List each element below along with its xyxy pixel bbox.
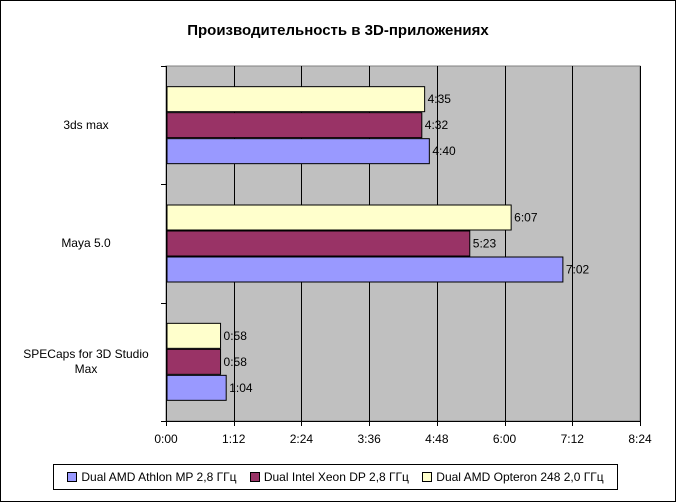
legend-label: Dual AMD Opteron 248 2,0 ГГц — [436, 470, 604, 484]
x-tick-label: 2:24 — [289, 432, 314, 446]
data-label: 0:58 — [224, 355, 248, 369]
data-label: 0:58 — [224, 329, 248, 343]
data-label: 4:32 — [425, 118, 449, 132]
x-tick-label: 4:48 — [425, 432, 449, 446]
bar — [166, 204, 512, 231]
legend-label: Dual Intel Xeon DP 2,8 ГГц — [263, 470, 409, 484]
data-label: 4:40 — [432, 144, 456, 158]
x-tick-label: 3:36 — [357, 432, 381, 446]
category-label: 3ds max — [63, 117, 109, 132]
legend-swatch — [249, 472, 260, 482]
legend-swatch — [422, 472, 433, 482]
x-tick-label: 8:24 — [628, 432, 652, 446]
legend-item: Dual AMD Opteron 248 2,0 ГГц — [422, 470, 604, 484]
data-label: 6:07 — [514, 211, 538, 225]
x-tick-label: 6:00 — [492, 432, 517, 446]
legend: Dual AMD Athlon MP 2,8 ГГц Dual Intel Xeo… — [53, 464, 618, 490]
bar — [166, 138, 430, 165]
bar — [166, 322, 222, 349]
x-tick-label: 7:12 — [560, 432, 584, 446]
chart-title: Производительность в 3D-приложениях — [187, 22, 489, 39]
category-label: SPECaps for 3D Studio Max — [23, 346, 149, 376]
data-label: 1:04 — [229, 381, 253, 395]
legend-item: Dual AMD Athlon MP 2,8 ГГц — [67, 470, 236, 484]
plot-area: 4:35 4:32 4:40 6:07 5:23 7:02 0:58 0:58 1:04 — [161, 65, 641, 426]
legend-item: Dual Intel Xeon DP 2,8 ГГц — [249, 470, 409, 484]
bar — [166, 348, 222, 375]
data-label: 4:35 — [428, 92, 452, 106]
x-tick-label: 0:00 — [154, 432, 178, 446]
legend-swatch — [67, 472, 78, 482]
bar — [166, 374, 227, 401]
bar — [166, 86, 426, 113]
bar — [166, 256, 564, 283]
data-label: 7:02 — [566, 263, 590, 277]
data-label: 5:23 — [473, 237, 497, 251]
legend-label: Dual AMD Athlon MP 2,8 ГГц — [81, 470, 237, 484]
category-label: Maya 5.0 — [61, 236, 111, 250]
bar — [166, 230, 471, 257]
bar — [166, 112, 423, 139]
x-tick-label: 1:12 — [222, 432, 246, 446]
